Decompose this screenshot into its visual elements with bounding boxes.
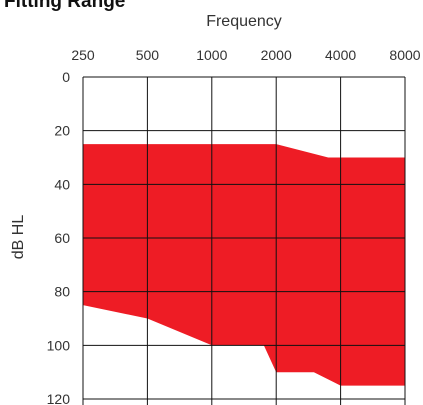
x-tick-label-2000: 2000 <box>261 47 292 63</box>
x-tick-label-1000: 1000 <box>196 47 227 63</box>
y-tick-label-20: 20 <box>54 123 70 139</box>
y-tick-label-120: 120 <box>47 391 71 405</box>
y-axis-label: dB HL <box>10 215 27 260</box>
x-tick-label-8000: 8000 <box>389 47 420 63</box>
y-tick-label-40: 40 <box>54 176 70 192</box>
y-tick-label-0: 0 <box>62 69 70 85</box>
fitting-range-area <box>83 144 405 386</box>
x-tick-label-4000: 4000 <box>325 47 356 63</box>
y-tick-label-80: 80 <box>54 284 70 300</box>
y-tick-label-100: 100 <box>47 337 71 353</box>
x-tick-label-250: 250 <box>71 47 95 63</box>
x-axis-label: Frequency <box>206 13 282 30</box>
y-tick-label-60: 60 <box>54 230 70 246</box>
x-tick-label-500: 500 <box>136 47 160 63</box>
fill-layer <box>83 144 405 386</box>
